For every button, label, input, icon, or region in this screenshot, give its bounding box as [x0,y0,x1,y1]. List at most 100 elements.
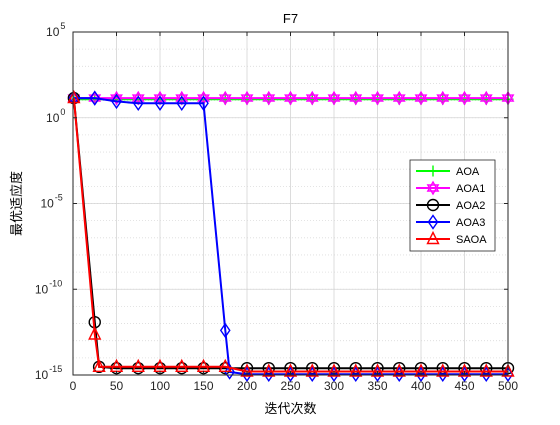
series-line-aoa2 [72,98,508,370]
legend-label: SAOA [456,234,487,246]
data-point-aoa3 [224,364,235,380]
hexagram-part [284,94,297,106]
hexagram-part [88,90,102,102]
data-point-aoa1 [371,90,384,106]
hexagram-part [436,90,450,102]
data-point-saoa [218,358,232,373]
data-point-saoa [479,363,493,377]
x-tick-label: 300 [324,379,344,393]
hexagram-part [67,94,81,106]
data-point-aoa1 [88,90,102,106]
x-axis-ticks: 0 50 100 150 200 250 300 350 400 450 500 [70,32,518,393]
data-point-aoa1 [479,90,493,106]
data-point-aoa3 [111,93,122,110]
hexagram-part [305,90,319,102]
hexagram-part [240,90,254,102]
data-point-saoa [240,363,254,377]
hexagram-part [175,90,189,102]
hexagram-part [284,90,297,102]
data-point-saoa [175,358,189,373]
legend-item-aoa2: AOA2 [416,198,485,212]
chart-title: F7 [283,11,298,26]
data-point-saoa [88,326,102,340]
hexagram-part [262,94,276,106]
data-point-aoa1 [414,90,428,106]
legend-marker-aoa1 [426,180,440,196]
hexagram-part [349,94,363,106]
hexagram-part [153,90,167,102]
hexagram-part [218,94,232,106]
y-tick-exponent: 0 [60,107,65,117]
data-point-aoa1 [305,90,319,106]
y-tick-base: 10 [46,25,60,39]
series-line-aoa3 [73,97,508,376]
hexagram-part [197,90,210,102]
data-point-aoa3 [132,95,144,111]
data-point-aoa3 [219,322,231,339]
y-tick-label: 10 -10 [35,278,62,296]
x-tick-label: 450 [454,379,474,393]
data-point-aoa1 [436,90,450,106]
data-point-saoa [414,363,428,377]
series-line-saoa [72,98,508,373]
legend-label: AOA [456,166,480,178]
hexagram-part [371,90,384,102]
y-tick-label: 10 -15 [35,364,62,382]
data-point-saoa [436,363,450,377]
data-point-saoa [349,363,363,377]
hexagram-part [349,90,363,102]
hexagram-part [240,94,254,106]
y-tick-label: 10 -5 [40,193,62,211]
x-tick-label: 250 [280,379,300,393]
data-point-saoa [131,358,145,373]
x-tick-label: 50 [110,379,124,393]
data-point-aoa1 [284,90,297,106]
hexagram-part [458,90,471,102]
y-tick-label: 10 5 [46,21,65,39]
hexagram-part [305,94,319,106]
hexagram-part [131,90,145,102]
data-point-saoa [67,90,81,104]
x-axis-label: 迭代次数 [264,401,316,416]
hexagram-part [414,90,428,102]
legend-label: AOA1 [456,183,485,195]
legend-item-aoa3: AOA3 [416,214,485,230]
data-point-saoa [262,363,276,377]
data-point-saoa [392,363,406,377]
data-point-saoa [501,363,515,377]
data-point-aoa2 [175,361,188,375]
legend-item-aoa1: AOA1 [416,180,485,196]
hexagram-part [479,94,493,106]
data-point-aoa3 [176,95,188,111]
legend-label: AOA3 [456,217,485,229]
y-tick-base: 10 [35,368,49,382]
data-point-aoa1 [218,90,232,106]
data-point-saoa [283,363,298,377]
x-tick-label: 150 [193,379,213,393]
y-tick-base: 10 [40,197,54,211]
data-point-aoa2 [132,361,145,375]
hexagram-part [426,184,440,196]
legend-item-aoa: AOA [416,165,480,178]
y-tick-exponent: -15 [49,364,62,374]
legend-marker-aoa3 [427,214,439,230]
series-layer [67,90,515,383]
hexagram-part [392,94,406,106]
hexagram-part [88,94,102,106]
data-point-aoa1 [327,90,341,106]
y-tick-exponent: -5 [55,193,63,203]
data-point-aoa1 [392,90,406,106]
data-point-aoa3 [89,90,101,106]
hexagram-part [458,94,471,106]
data-point-saoa [457,363,472,377]
hexagram-part [262,90,276,102]
hexagram-part [479,90,493,102]
hexagram-part [392,90,406,102]
hexagram-part [371,94,384,106]
data-point-aoa3 [198,95,209,111]
legend-marker-aoa2 [426,198,440,212]
hexagram-part [327,94,341,106]
x-tick-label: 200 [237,379,257,393]
